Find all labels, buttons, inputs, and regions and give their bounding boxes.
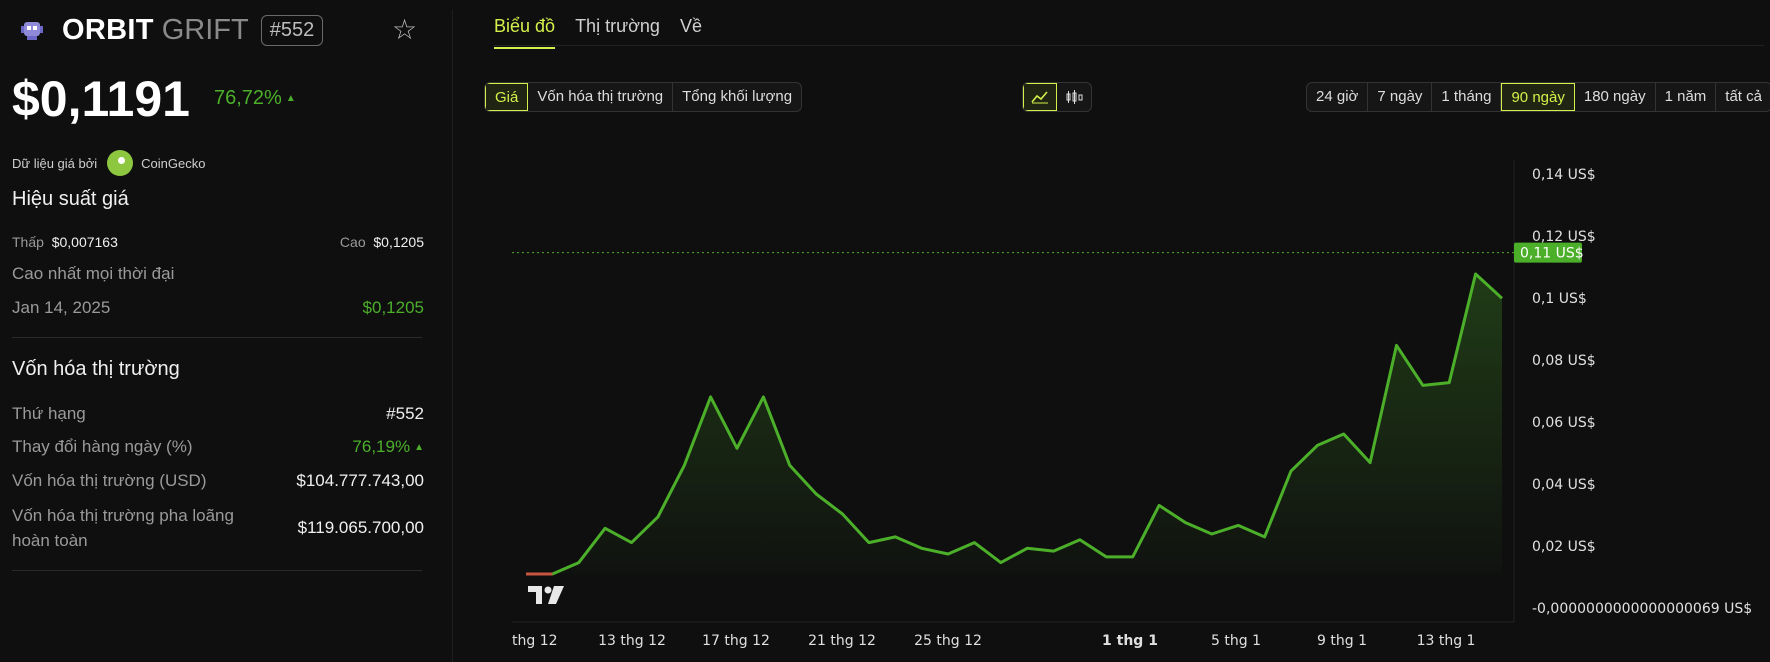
coingecko-logo-icon <box>107 150 134 176</box>
x-tick-label: 9 thg 1 <box>1317 633 1367 649</box>
price-source: Dữ liệu giá bởi CoinGecko <box>12 150 205 176</box>
daily-change-label: Thay đổi hàng ngày (%) <box>12 437 193 456</box>
range-24h[interactable]: 24 giờ <box>1307 83 1369 111</box>
x-tick-label: 5 thg 1 <box>1211 633 1261 649</box>
fdv-value: $119.065.700,00 <box>297 518 424 537</box>
high-value: $0,1205 <box>373 234 424 250</box>
market-cap-label: Vốn hóa thị trường (USD) <box>12 471 207 490</box>
y-tick-label: 0,12 US$ <box>1532 229 1596 245</box>
y-tick-label: 0,06 US$ <box>1532 415 1596 431</box>
tab-about[interactable]: Về <box>679 16 702 36</box>
triangle-up-icon: ▲ <box>285 93 296 105</box>
x-tick-label: 25 thg 12 <box>914 633 982 649</box>
tab-chart[interactable]: Biểu đồ <box>494 16 556 49</box>
market-row-cap: Vốn hóa thị trường (USD) $104.777.743,00 <box>12 471 424 491</box>
time-range-selector: 24 giờ 7 ngày 1 tháng 90 ngày 180 ngày 1… <box>1306 82 1770 112</box>
low-value: $0,007163 <box>51 234 118 250</box>
price-change-value: 76,72% <box>214 87 282 109</box>
candlestick-icon[interactable] <box>1057 83 1091 111</box>
range-7d[interactable]: 7 ngày <box>1368 83 1433 111</box>
high-label: Cao <box>339 234 366 250</box>
low-high-row: Thấp $0,007163 Cao $0,1205 <box>12 234 424 250</box>
x-tick-label: 21 thg 12 <box>808 633 876 649</box>
x-tick-label: 13 thg 12 <box>598 633 666 649</box>
market-row-daily-change: Thay đổi hàng ngày (%) 76,19% ▲ <box>12 437 424 457</box>
price-change: 76,72% ▲ <box>214 87 296 110</box>
y-tick-label: 0,04 US$ <box>1532 477 1596 493</box>
range-1m[interactable]: 1 tháng <box>1432 83 1502 111</box>
coin-rank-badge: #552 <box>260 14 324 46</box>
ath-label: Cao nhất mọi thời đại <box>12 264 175 283</box>
market-cap-value: $104.777.743,00 <box>296 471 424 490</box>
market-rank-label: Thứ hạng <box>12 404 86 423</box>
coin-header: ORBIT GRIFT #552 <box>16 10 324 50</box>
range-1y[interactable]: 1 năm <box>1656 83 1717 111</box>
ath-label-row: Cao nhất mọi thời đại <box>12 264 424 284</box>
range-all[interactable]: tất cả <box>1725 88 1762 105</box>
metric-tab-market-cap[interactable]: Vốn hóa thị trường <box>528 83 674 111</box>
ath-value: $0,1205 <box>362 298 424 317</box>
x-tick-label: 13 thg 1 <box>1417 633 1476 649</box>
x-tick-label: thg 12 <box>512 633 558 649</box>
tradingview-logo-icon <box>528 586 564 604</box>
ath-date: Jan 14, 2025 <box>12 298 111 317</box>
performance-title: Hiệu suất giá <box>12 188 129 210</box>
tabs-underline <box>494 45 1764 46</box>
y-tick-label: 0,02 US$ <box>1532 539 1596 555</box>
y-tick-label: -0,0000000000000000069 US$ <box>1532 601 1752 617</box>
tab-markets[interactable]: Thị trường <box>575 16 660 36</box>
coin-panel: ORBIT GRIFT #552 ☆ $0,1191 76,72% ▲ Dữ li… <box>0 0 424 662</box>
market-row-rank: Thứ hạng #552 <box>12 404 424 424</box>
y-tick-label: 0,08 US$ <box>1532 353 1596 369</box>
source-label: Dữ liệu giá bởi <box>12 155 98 171</box>
coin-symbol: GRIFT <box>161 13 249 46</box>
price-area <box>526 274 1502 574</box>
metric-tab-volume[interactable]: Tổng khối lượng <box>682 88 793 105</box>
current-price: $0,1191 <box>12 71 190 127</box>
star-outline-icon[interactable]: ☆ <box>392 14 418 45</box>
robot-icon <box>16 14 48 46</box>
ath-row: Jan 14, 2025 $0,1205 <box>12 298 424 318</box>
x-tick-label: 1 thg 1 <box>1102 633 1158 649</box>
source-provider[interactable]: CoinGecko <box>141 155 206 171</box>
coin-name: ORBIT <box>62 13 154 46</box>
x-tick-label: 17 thg 12 <box>702 633 770 649</box>
market-title: Vốn hóa thị trường <box>12 358 180 380</box>
current-price-badge <box>1514 242 1582 263</box>
range-180d[interactable]: 180 ngày <box>1575 83 1656 111</box>
main-tabs: Biểu đồ Thị trường Về <box>494 16 702 49</box>
fdv-label: Vốn hóa thị trường pha loãng hoàn toàn <box>12 506 234 550</box>
daily-change-value: 76,19% <box>352 437 411 456</box>
metric-tab-price[interactable]: Giá <box>485 83 529 111</box>
price-line <box>526 272 1504 576</box>
section-divider <box>12 570 422 571</box>
y-tick-label: 0,14 US$ <box>1532 167 1596 183</box>
triangle-up-icon: ▲ <box>414 442 424 454</box>
range-90d[interactable]: 90 ngày <box>1501 83 1575 111</box>
metric-tabs: Giá Vốn hóa thị trường Tổng khối lượng <box>484 82 803 112</box>
line-chart-icon[interactable] <box>1023 83 1057 111</box>
market-rank-value: #552 <box>386 404 424 423</box>
market-row-fdv: Vốn hóa thị trường pha loãng hoàn toàn $… <box>12 503 424 553</box>
current-price-label: 0,11 US$ <box>1520 246 1584 262</box>
chart-mode-toggle <box>1022 82 1092 112</box>
panel-divider <box>452 10 453 662</box>
y-tick-label: 0,1 US$ <box>1532 291 1587 307</box>
section-divider <box>12 337 422 338</box>
low-label: Thấp <box>12 234 44 250</box>
